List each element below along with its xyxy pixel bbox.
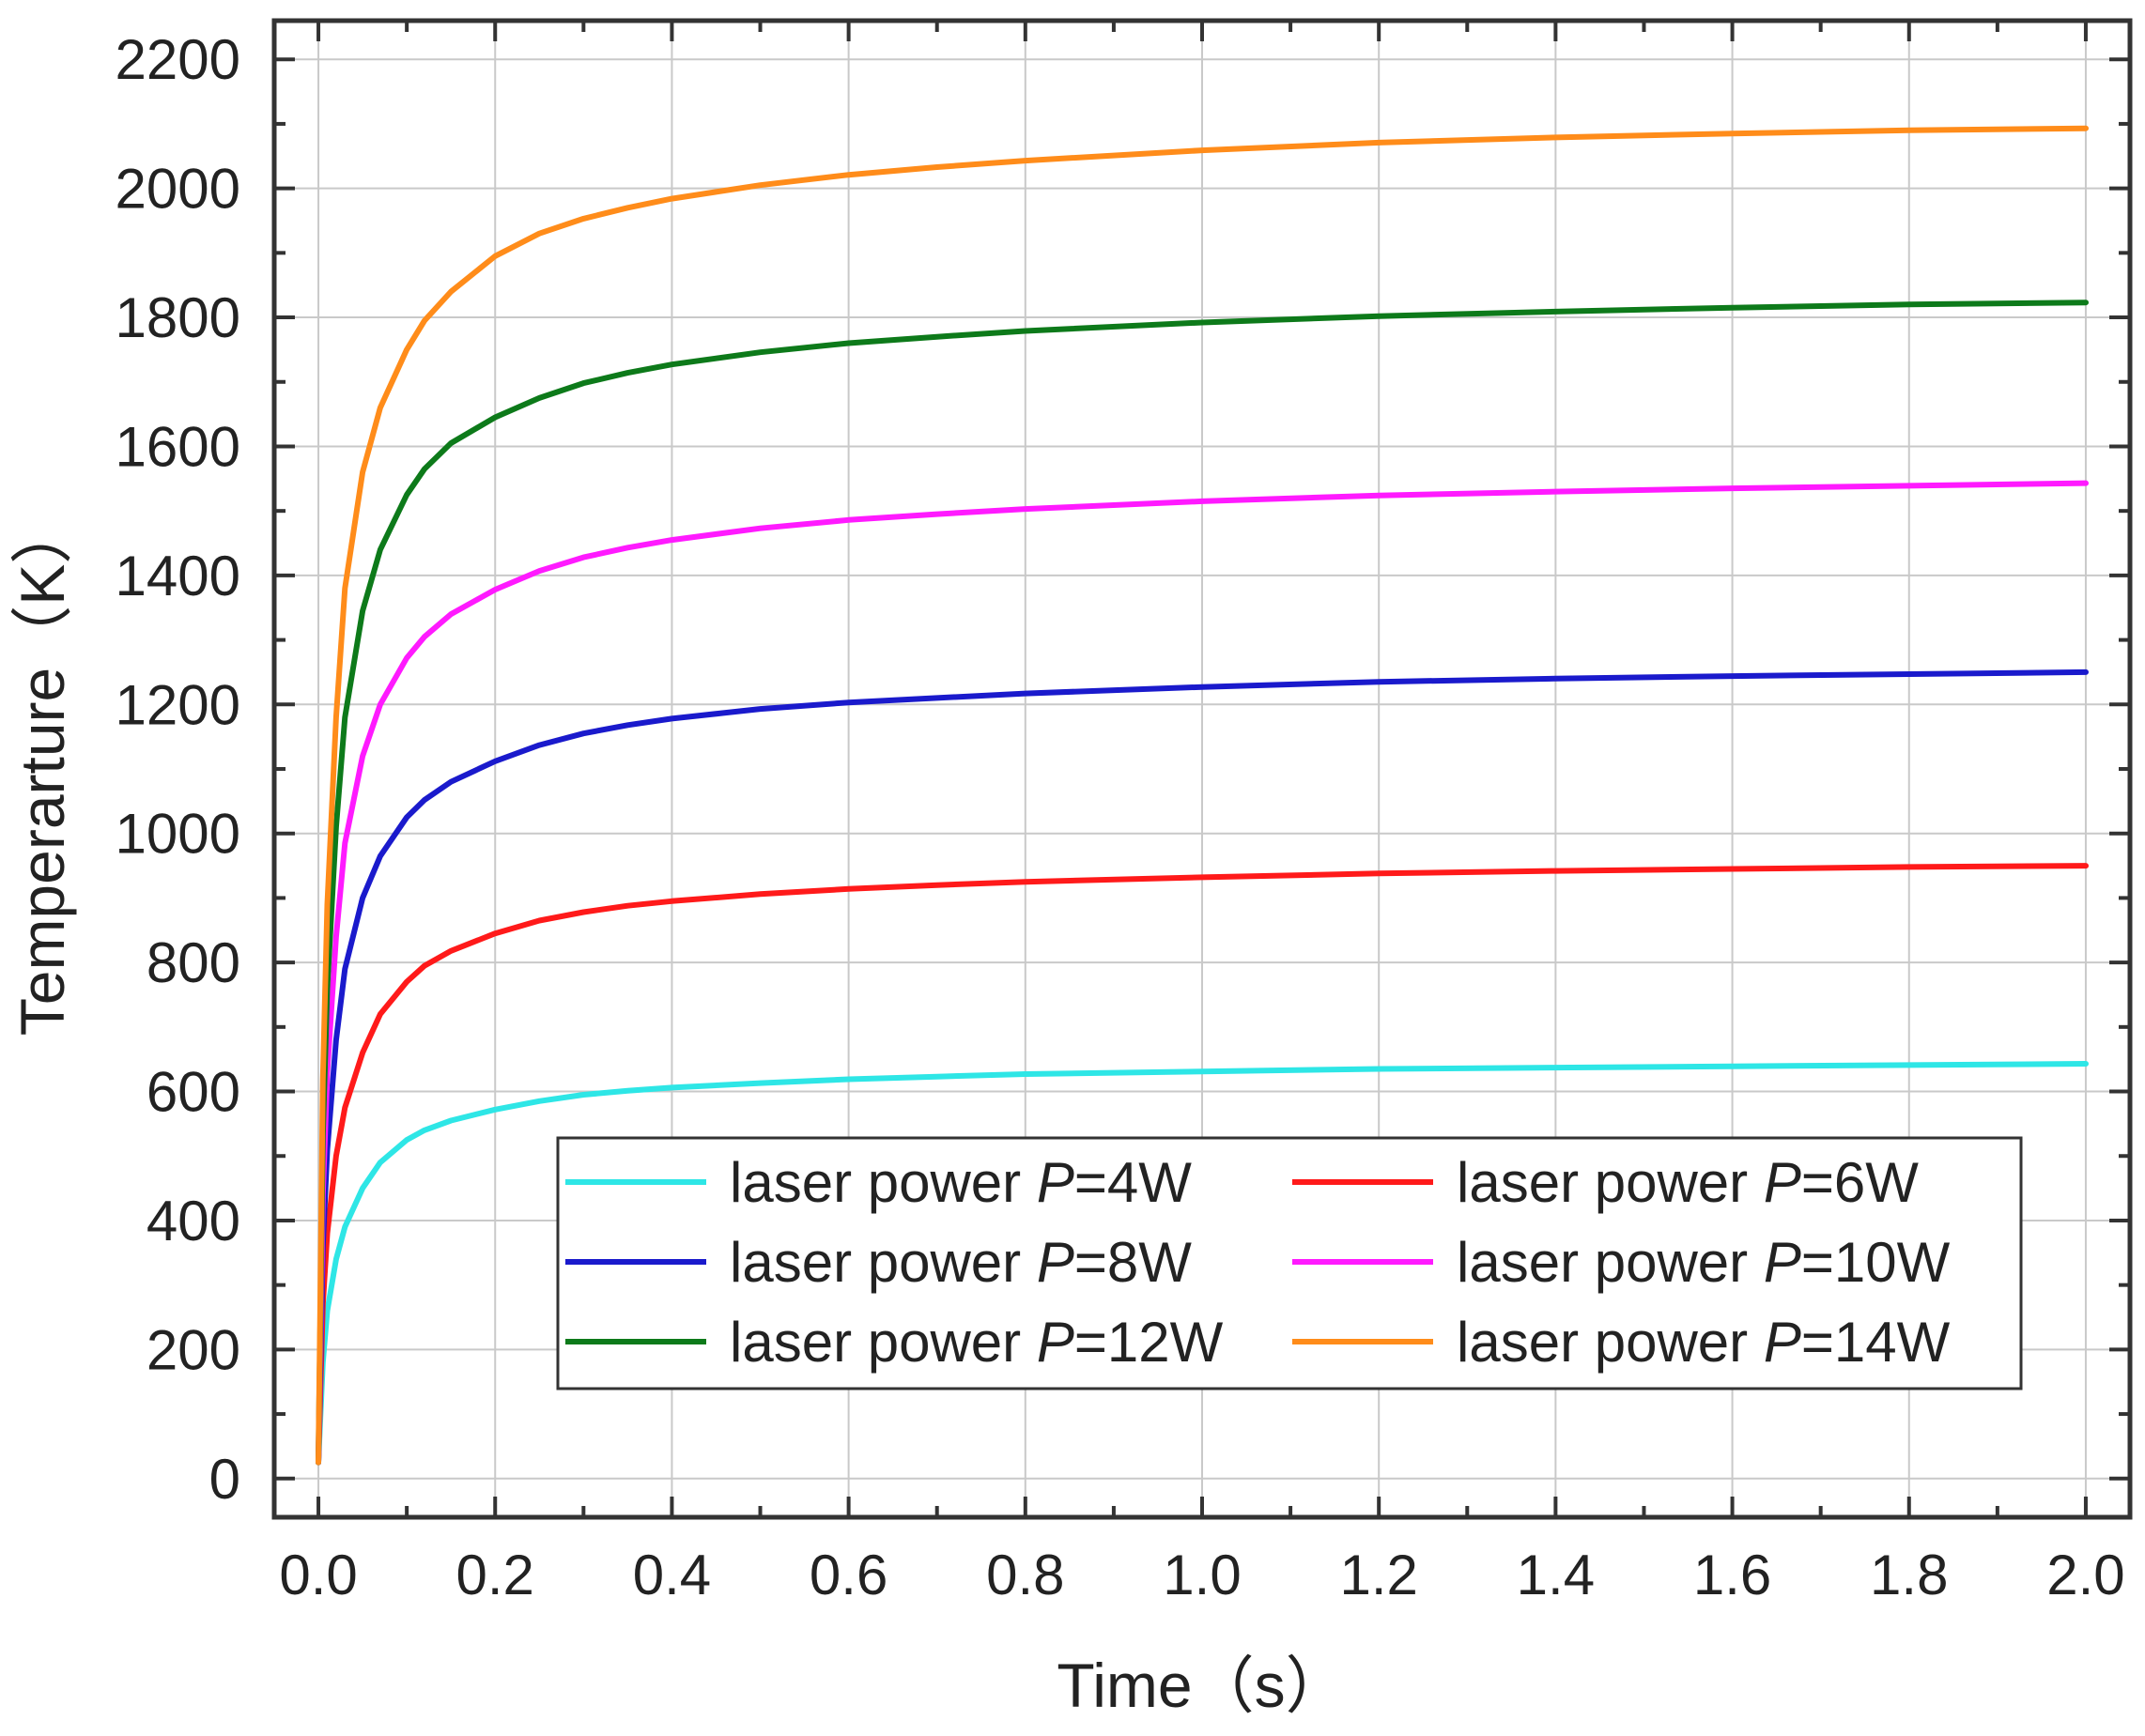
y-tick-label: 2000 (116, 158, 240, 221)
legend: laser power P=4W laser power P=6W laser po… (556, 1136, 2023, 1390)
series-line (316, 1061, 2089, 1466)
y-tick-label: 1800 (116, 286, 240, 349)
y-axis-title: Temperarture（K） (8, 502, 77, 1037)
y-tick-label: 200 (147, 1318, 240, 1381)
legend-label: laser power P=8W (730, 1231, 1192, 1294)
axis-ticks (274, 21, 2130, 1517)
series-lines (316, 125, 2089, 1466)
legend-label: laser power P=6W (1457, 1151, 1919, 1214)
x-tick-label: 2.0 (2046, 1544, 2124, 1606)
y-tick-label: 800 (147, 931, 240, 994)
y-tick-label: 2200 (116, 28, 240, 91)
y-tick-label: 600 (147, 1061, 240, 1124)
x-tick-label: 0.6 (810, 1544, 887, 1606)
x-tick-label: 0.4 (633, 1544, 711, 1606)
y-tick-labels: 0 200 400 600 800 1000 1200 1400 1600 1800 2000 220… (116, 28, 240, 1511)
x-axis-title: Time（s） (1057, 1651, 1347, 1720)
series-line (316, 125, 2089, 1466)
series-line (316, 863, 2089, 1466)
x-tick-label: 1.2 (1339, 1544, 1417, 1606)
series-line (316, 668, 2089, 1466)
legend-label: laser power P=10W (1457, 1231, 1951, 1294)
x-tick-label: 0.2 (456, 1544, 534, 1606)
x-tick-label: 0.8 (986, 1544, 1064, 1606)
y-tick-label: 1600 (116, 415, 240, 478)
series-line (316, 480, 2089, 1466)
y-tick-label: 1000 (116, 803, 240, 866)
series-line (316, 300, 2089, 1466)
y-tick-label: 400 (147, 1190, 240, 1252)
y-tick-label: 0 (209, 1448, 240, 1511)
x-tick-label: 1.0 (1163, 1544, 1241, 1606)
legend-label: laser power P=14W (1457, 1311, 1951, 1374)
y-tick-label: 1400 (116, 545, 240, 607)
x-tick-labels: 0.0 0.2 0.4 0.6 0.8 1.0 1.2 1.4 1.6 1.8 2.0 (279, 1544, 2124, 1606)
x-tick-label: 1.4 (1517, 1544, 1595, 1606)
x-tick-label: 0.0 (279, 1544, 357, 1606)
legend-label: laser power P=4W (730, 1151, 1192, 1214)
x-tick-label: 1.8 (1870, 1544, 1948, 1606)
legend-box (556, 1136, 2023, 1390)
legend-label: laser power P=12W (730, 1311, 1224, 1374)
x-tick-label: 1.6 (1693, 1544, 1771, 1606)
y-tick-label: 1200 (116, 673, 240, 736)
